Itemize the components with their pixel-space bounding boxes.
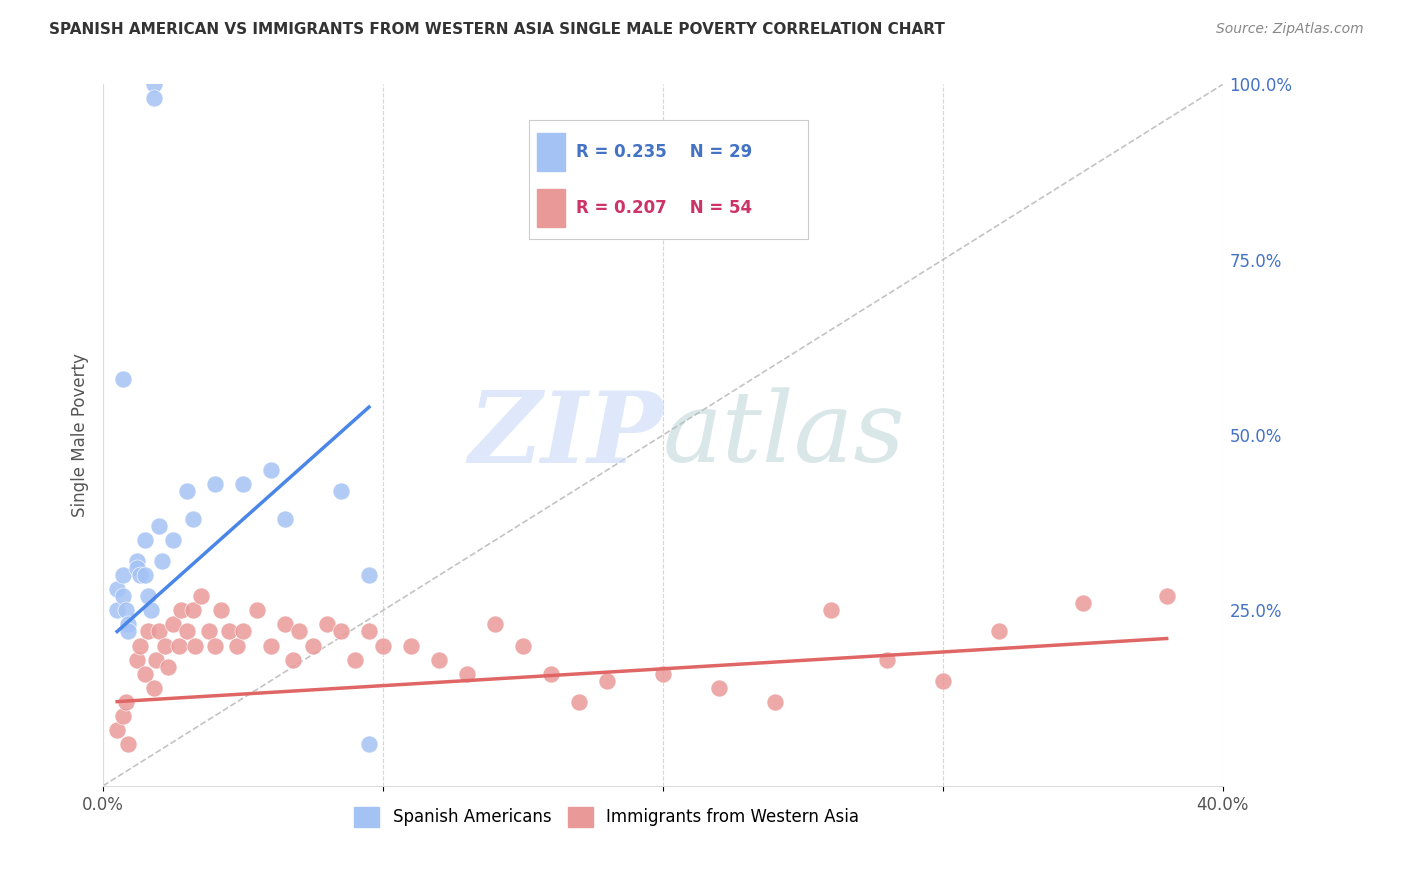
Point <box>176 484 198 499</box>
Point <box>484 617 506 632</box>
Point <box>181 512 204 526</box>
Point <box>114 695 136 709</box>
Point <box>260 463 283 477</box>
Point <box>148 624 170 639</box>
Point <box>125 561 148 575</box>
Point <box>167 639 190 653</box>
Point <box>540 666 562 681</box>
Point <box>344 652 367 666</box>
Point <box>330 624 353 639</box>
Point <box>150 554 173 568</box>
Point <box>142 681 165 695</box>
Point <box>226 639 249 653</box>
Point <box>117 624 139 639</box>
Text: Source: ZipAtlas.com: Source: ZipAtlas.com <box>1216 22 1364 37</box>
Point <box>142 78 165 92</box>
Point <box>283 652 305 666</box>
Point <box>876 652 898 666</box>
Point <box>134 568 156 582</box>
Point <box>136 624 159 639</box>
Text: atlas: atlas <box>662 387 905 483</box>
Point <box>707 681 730 695</box>
Point <box>427 652 450 666</box>
Point <box>114 603 136 617</box>
Legend: Spanish Americans, Immigrants from Western Asia: Spanish Americans, Immigrants from Weste… <box>347 800 866 833</box>
Text: SPANISH AMERICAN VS IMMIGRANTS FROM WESTERN ASIA SINGLE MALE POVERTY CORRELATION: SPANISH AMERICAN VS IMMIGRANTS FROM WEST… <box>49 22 945 37</box>
Point <box>142 91 165 105</box>
Point <box>148 519 170 533</box>
Point <box>274 617 297 632</box>
Point <box>162 533 184 548</box>
Point <box>596 673 619 688</box>
Point <box>763 695 786 709</box>
Point <box>357 624 380 639</box>
Point <box>105 723 128 737</box>
Point <box>105 603 128 617</box>
Point <box>156 659 179 673</box>
Point <box>330 484 353 499</box>
Point <box>1156 590 1178 604</box>
Point <box>117 737 139 751</box>
Point <box>117 617 139 632</box>
Point <box>184 639 207 653</box>
Point <box>111 568 134 582</box>
Point <box>181 603 204 617</box>
Point <box>170 603 193 617</box>
Point <box>651 666 673 681</box>
Point <box>145 652 167 666</box>
Point <box>232 624 254 639</box>
Point <box>246 603 269 617</box>
Point <box>162 617 184 632</box>
Point <box>134 533 156 548</box>
Point <box>932 673 955 688</box>
Point <box>139 603 162 617</box>
Point <box>111 590 134 604</box>
Point <box>209 603 232 617</box>
Point <box>128 568 150 582</box>
Point <box>232 477 254 491</box>
Point <box>987 624 1010 639</box>
Point <box>176 624 198 639</box>
Point <box>105 582 128 597</box>
Point <box>204 639 226 653</box>
Point <box>820 603 842 617</box>
Point <box>190 590 212 604</box>
Point <box>204 477 226 491</box>
Point <box>134 666 156 681</box>
Point <box>357 568 380 582</box>
Point <box>111 372 134 386</box>
Point <box>371 639 394 653</box>
Point <box>125 554 148 568</box>
Point <box>1071 596 1094 610</box>
Point <box>302 639 325 653</box>
Point <box>288 624 311 639</box>
Point <box>512 639 534 653</box>
Point <box>316 617 339 632</box>
Point <box>153 639 176 653</box>
Point <box>399 639 422 653</box>
Point <box>111 708 134 723</box>
Point <box>125 652 148 666</box>
Point <box>198 624 221 639</box>
Point <box>136 590 159 604</box>
Point <box>128 639 150 653</box>
Point <box>218 624 240 639</box>
Point <box>274 512 297 526</box>
Text: ZIP: ZIP <box>468 387 662 483</box>
Point <box>568 695 591 709</box>
Point <box>456 666 478 681</box>
Y-axis label: Single Male Poverty: Single Male Poverty <box>72 353 89 517</box>
Point <box>260 639 283 653</box>
Point <box>357 737 380 751</box>
